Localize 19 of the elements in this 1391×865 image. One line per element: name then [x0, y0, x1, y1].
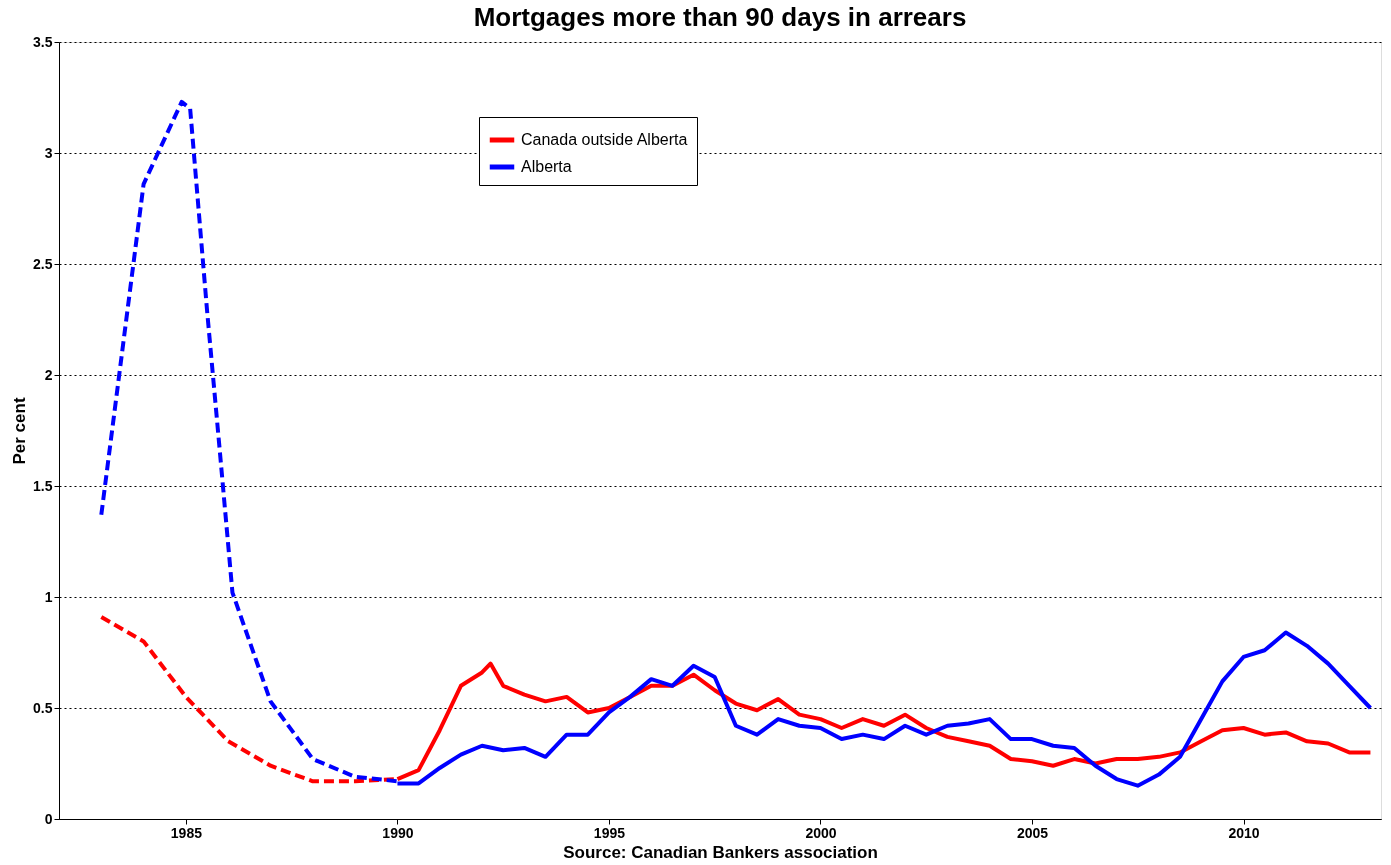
x-tick-label: 2000	[805, 824, 837, 841]
y-tick-label: 3.5	[33, 33, 53, 50]
y-tick-label: 0	[44, 810, 53, 827]
legend-label: Alberta	[521, 158, 572, 175]
x-tick-label: 2010	[1228, 824, 1260, 841]
y-tick-label: 2.5	[33, 255, 53, 272]
y-tick-label: 2	[44, 366, 53, 383]
y-tick-label: 3	[44, 144, 53, 161]
x-tick-label: 1985	[170, 824, 203, 841]
y-tick-label: 0.5	[33, 699, 53, 716]
x-tick-label: 2005	[1016, 824, 1049, 841]
x-tick-label: 1990	[382, 824, 414, 841]
y-tick-label: 1	[44, 588, 53, 605]
source-note: Source: Canadian Bankers association	[563, 842, 878, 862]
y-tick-label: 1.5	[33, 477, 53, 494]
x-tick-label: 1995	[593, 824, 626, 841]
legend-label: Canada outside Alberta	[521, 131, 688, 148]
y-axis-title: Per cent	[10, 397, 30, 465]
chart-title: Mortgages more than 90 days in arrears	[473, 2, 967, 32]
